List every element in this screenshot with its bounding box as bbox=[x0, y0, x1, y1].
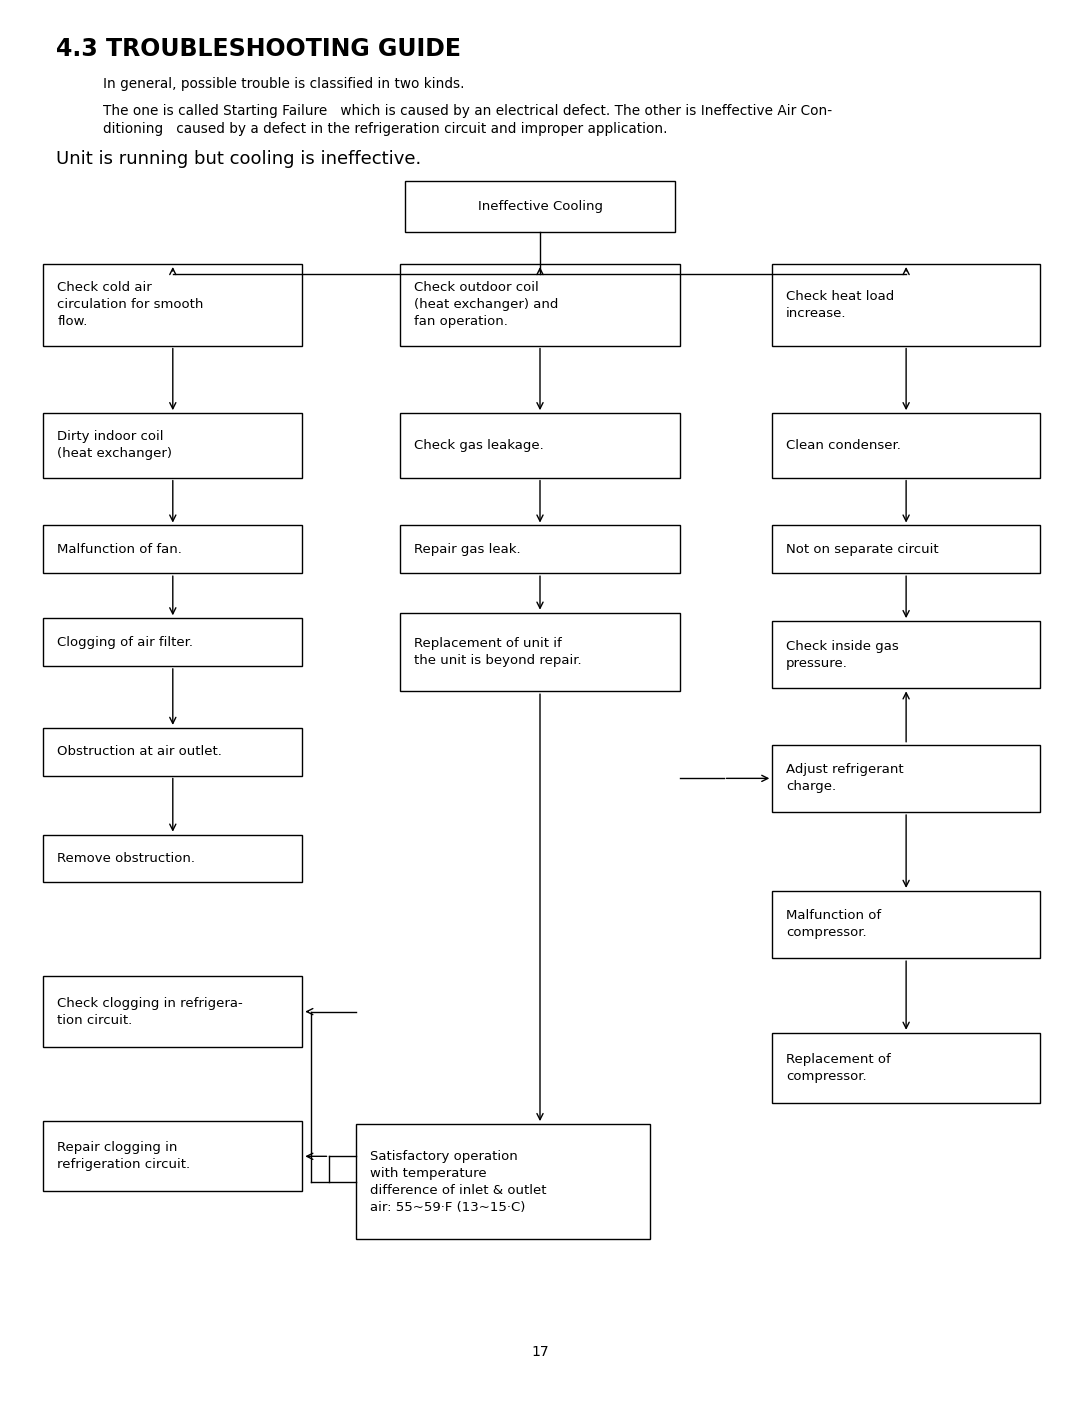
Text: Check heat load
increase.: Check heat load increase. bbox=[786, 289, 894, 320]
Bar bbox=[772, 745, 1040, 812]
Text: Malfunction of fan.: Malfunction of fan. bbox=[57, 542, 183, 556]
Bar bbox=[400, 525, 680, 573]
Bar bbox=[43, 835, 302, 882]
Bar bbox=[400, 613, 680, 691]
Bar bbox=[43, 525, 302, 573]
Bar bbox=[43, 976, 302, 1047]
Text: Replacement of
compressor.: Replacement of compressor. bbox=[786, 1052, 891, 1083]
Text: Unit is running but cooling is ineffective.: Unit is running but cooling is ineffecti… bbox=[56, 150, 421, 169]
Bar bbox=[772, 891, 1040, 958]
Text: Adjust refrigerant
charge.: Adjust refrigerant charge. bbox=[786, 763, 904, 794]
Text: Malfunction of
compressor.: Malfunction of compressor. bbox=[786, 909, 881, 940]
Text: The one is called Starting Failure   which is caused by an electrical defect. Th: The one is called Starting Failure which… bbox=[103, 104, 832, 136]
Text: Clogging of air filter.: Clogging of air filter. bbox=[57, 635, 193, 649]
Text: Obstruction at air outlet.: Obstruction at air outlet. bbox=[57, 745, 222, 759]
Bar bbox=[772, 264, 1040, 346]
Text: Repair gas leak.: Repair gas leak. bbox=[414, 542, 521, 556]
Text: 17: 17 bbox=[531, 1345, 549, 1359]
Bar bbox=[400, 413, 680, 478]
Text: 4.3 TROUBLESHOOTING GUIDE: 4.3 TROUBLESHOOTING GUIDE bbox=[56, 37, 461, 60]
Text: Check inside gas
pressure.: Check inside gas pressure. bbox=[786, 639, 899, 670]
Text: Repair clogging in
refrigeration circuit.: Repair clogging in refrigeration circuit… bbox=[57, 1141, 190, 1172]
Text: Check clogging in refrigera-
tion circuit.: Check clogging in refrigera- tion circui… bbox=[57, 996, 243, 1027]
Bar bbox=[43, 1121, 302, 1191]
Bar bbox=[356, 1124, 650, 1239]
Bar bbox=[772, 621, 1040, 688]
Text: Check outdoor coil
(heat exchanger) and
fan operation.: Check outdoor coil (heat exchanger) and … bbox=[414, 281, 558, 329]
Bar bbox=[43, 728, 302, 776]
Bar bbox=[772, 525, 1040, 573]
Text: Satisfactory operation
with temperature
difference of inlet & outlet
air: 55~59·: Satisfactory operation with temperature … bbox=[370, 1149, 546, 1214]
Bar bbox=[772, 1033, 1040, 1103]
Bar bbox=[43, 413, 302, 478]
Text: In general, possible trouble is classified in two kinds.: In general, possible trouble is classifi… bbox=[103, 77, 464, 91]
Bar bbox=[400, 264, 680, 346]
Text: Dirty indoor coil
(heat exchanger): Dirty indoor coil (heat exchanger) bbox=[57, 430, 172, 461]
Text: Check gas leakage.: Check gas leakage. bbox=[414, 438, 543, 452]
Text: Check cold air
circulation for smooth
flow.: Check cold air circulation for smooth fl… bbox=[57, 281, 204, 329]
Text: Clean condenser.: Clean condenser. bbox=[786, 438, 901, 452]
Text: Replacement of unit if
the unit is beyond repair.: Replacement of unit if the unit is beyon… bbox=[414, 636, 581, 667]
Text: Remove obstruction.: Remove obstruction. bbox=[57, 851, 195, 865]
Bar bbox=[43, 618, 302, 666]
Bar bbox=[405, 181, 675, 232]
Text: Ineffective Cooling: Ineffective Cooling bbox=[477, 200, 603, 214]
Bar bbox=[43, 264, 302, 346]
Bar bbox=[772, 413, 1040, 478]
Text: Not on separate circuit: Not on separate circuit bbox=[786, 542, 939, 556]
